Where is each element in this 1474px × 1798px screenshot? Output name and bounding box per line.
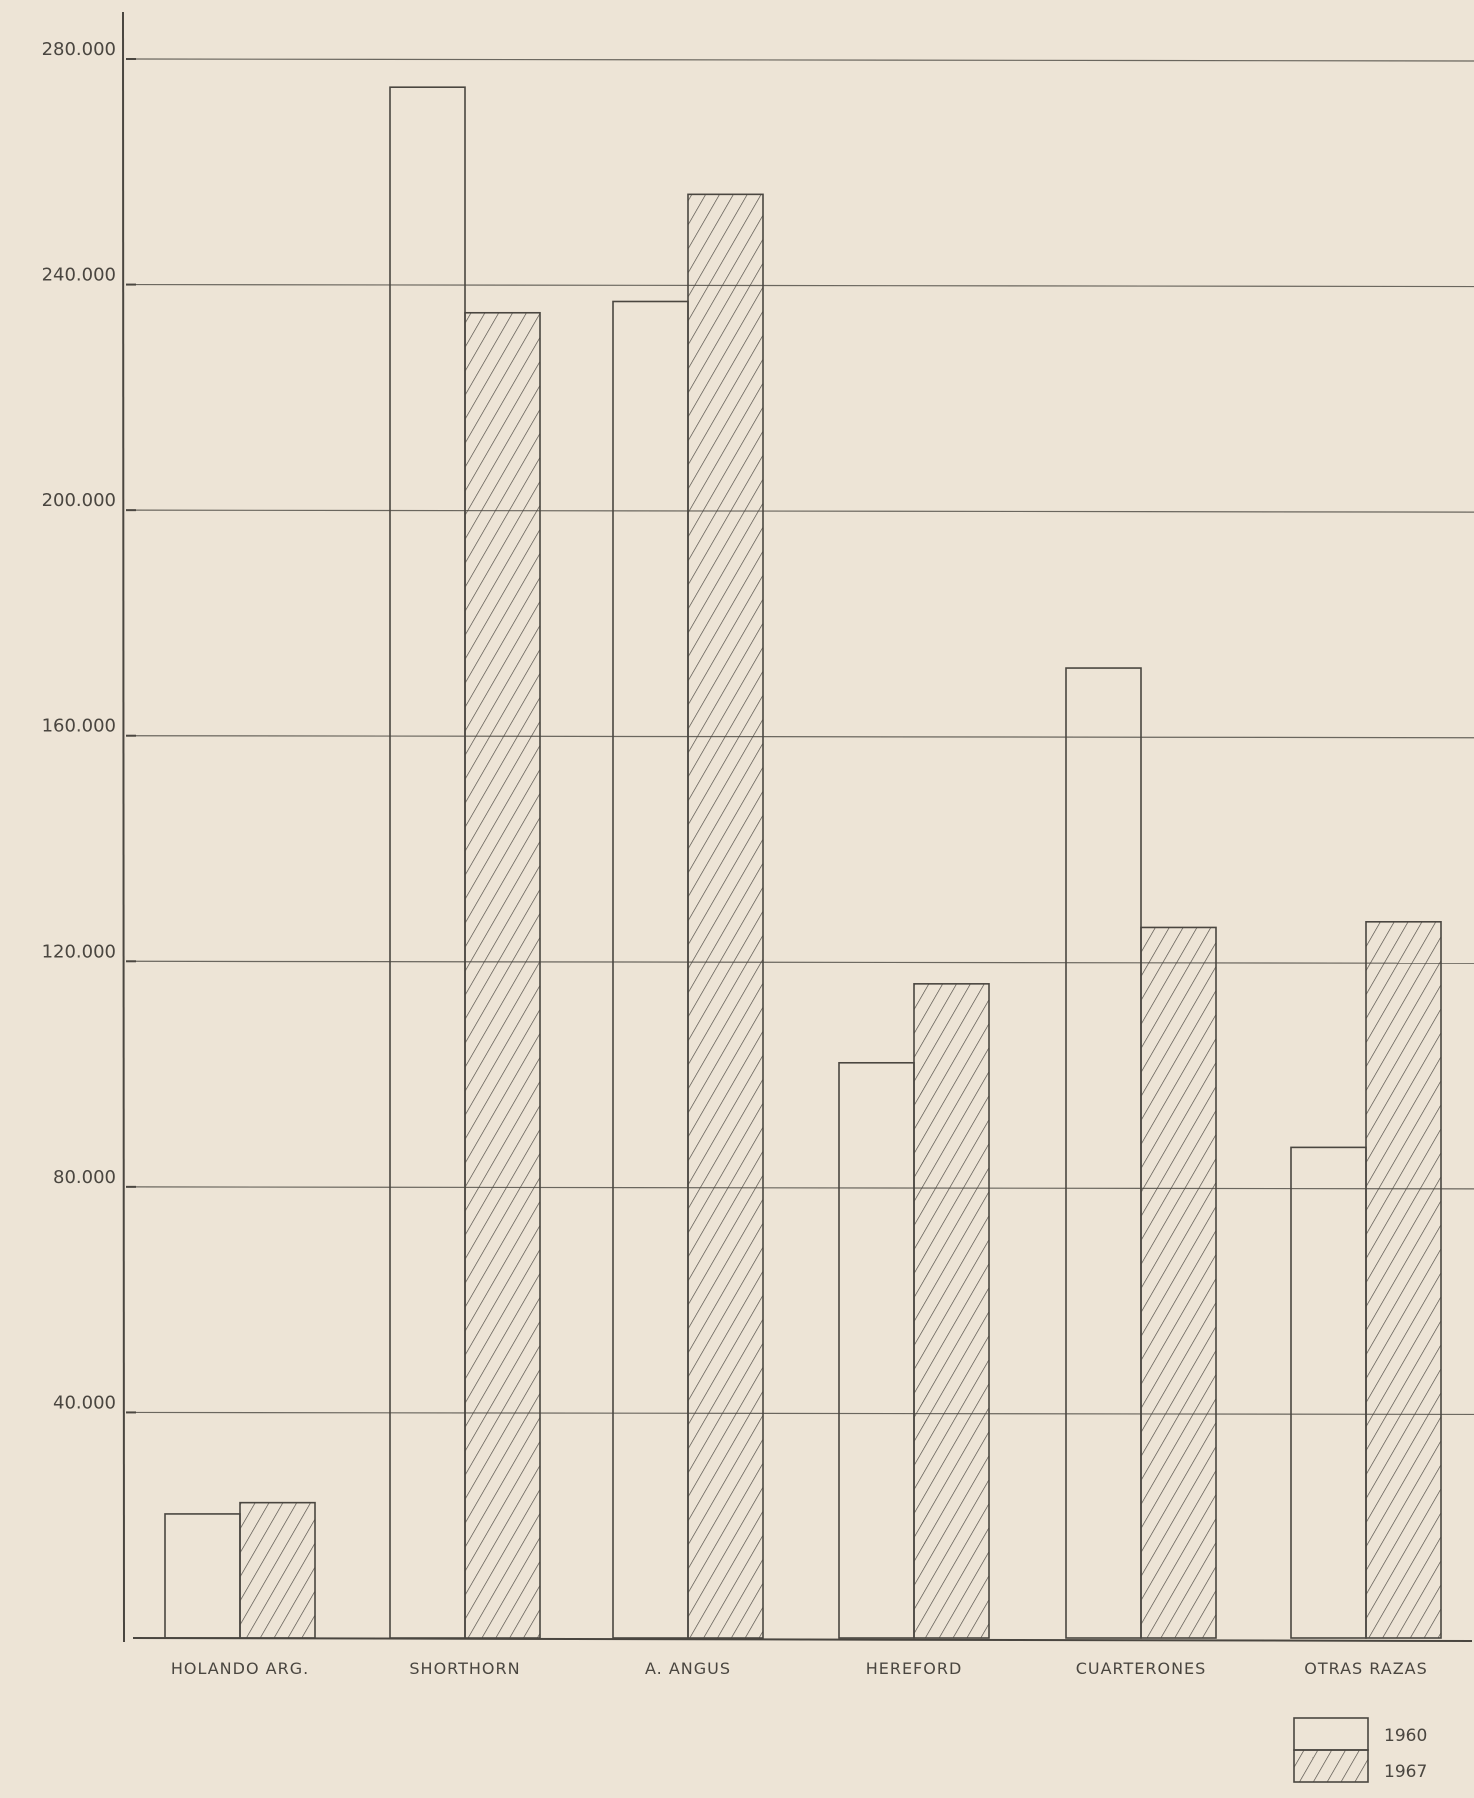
y-tick-labels: 40.000 80.000 120.000 160.000 200.000 240.000… [42,39,116,1413]
y-tick-label: 240.000 [42,265,116,286]
bar-1960 [612,300,689,1639]
x-tick-label: OTRAS RAZAS [1304,1659,1428,1678]
x-tick-label: CUARTERONES [1076,1659,1207,1678]
grid-layer [126,58,1474,1416]
gridline [132,735,1474,739]
gridline [132,960,1474,964]
x-tick-label: HEREFORD [866,1659,963,1678]
legend-swatch-1960 [1293,1717,1369,1751]
bar-1967 [913,983,990,1639]
gridline [132,509,1474,513]
y-tick-label: 80.000 [53,1167,116,1188]
y-tick-label: 40.000 [53,1392,116,1413]
y-axis-line [122,11,125,1643]
x-axis-line [132,1637,1473,1642]
bar-1967 [239,1501,316,1639]
bar-1960 [1290,1146,1367,1639]
bar-1960 [164,1513,241,1639]
gridline [132,1186,1474,1190]
gridline [132,1411,1474,1416]
y-tick-label: 120.000 [42,941,116,962]
legend: 1960 1967 [1293,1717,1427,1783]
bars-layer [164,86,1442,1639]
x-tick-label: SHORTHORN [409,1659,520,1678]
y-tick-label: 200.000 [42,490,116,511]
axis-layer [122,11,1473,1643]
bar-1967 [1140,926,1217,1639]
gridline [132,58,1474,62]
bar-1960 [1065,667,1142,1639]
y-tick-label: 160.000 [42,716,116,737]
y-tick-label: 280.000 [42,39,116,60]
gridline [132,283,1474,288]
legend-label-1967: 1967 [1384,1762,1427,1782]
bar-1967 [464,311,541,1639]
x-tick-labels: HOLANDO ARG. SHORTHORN A. ANGUS HEREFORD CUA… [171,1659,1428,1678]
x-tick-label: HOLANDO ARG. [171,1659,309,1678]
bar-1960 [389,86,466,1639]
legend-swatch-1967 [1293,1749,1369,1783]
legend-label-1960: 1960 [1384,1726,1427,1746]
x-tick-label: A. ANGUS [645,1659,731,1678]
bar-1967 [1365,921,1442,1639]
bar-1967 [687,193,764,1639]
bar-1960 [838,1061,915,1639]
